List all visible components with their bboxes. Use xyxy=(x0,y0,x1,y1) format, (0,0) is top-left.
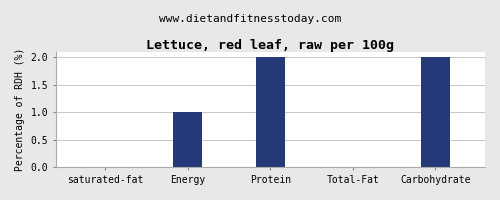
Text: www.dietandfitnesstoday.com: www.dietandfitnesstoday.com xyxy=(159,14,341,24)
Title: Lettuce, red leaf, raw per 100g: Lettuce, red leaf, raw per 100g xyxy=(146,39,394,52)
Bar xyxy=(174,112,203,167)
Y-axis label: Percentage of RDH (%): Percentage of RDH (%) xyxy=(15,48,25,171)
Bar xyxy=(256,57,285,167)
Bar xyxy=(421,57,450,167)
